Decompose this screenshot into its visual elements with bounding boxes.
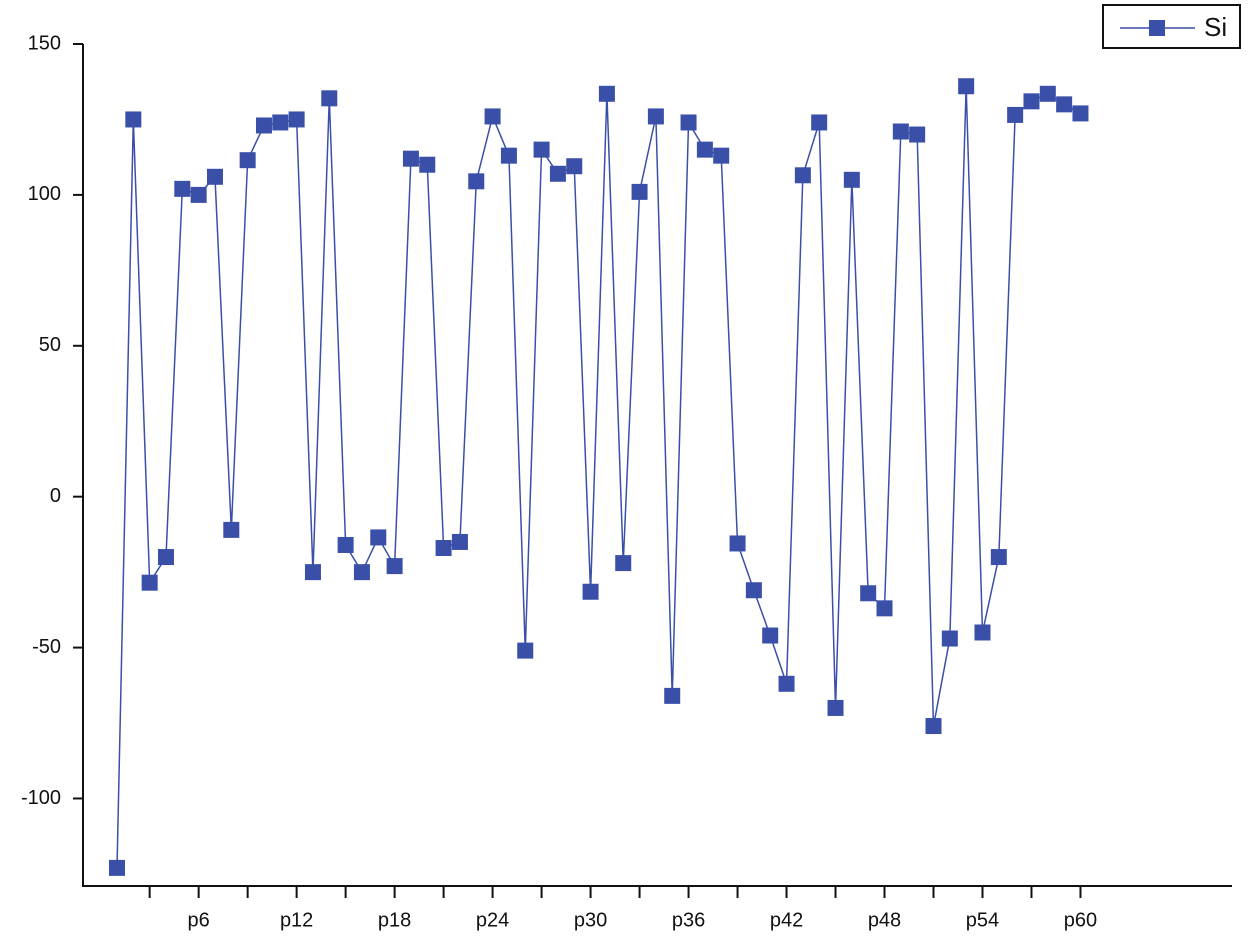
data-point	[321, 90, 338, 107]
data-point	[223, 521, 240, 538]
data-point	[190, 186, 207, 203]
data-point	[811, 114, 828, 131]
data-point	[353, 564, 370, 581]
data-point	[713, 147, 730, 164]
data-point	[876, 600, 893, 617]
data-point	[549, 165, 566, 182]
data-point	[468, 173, 485, 190]
data-point	[500, 147, 517, 164]
data-point	[141, 574, 158, 591]
data-point	[157, 549, 174, 566]
data-point	[125, 111, 142, 128]
data-point	[370, 529, 387, 546]
data-point	[174, 180, 191, 197]
data-point	[451, 533, 468, 550]
data-point	[206, 168, 223, 185]
data-point	[696, 141, 713, 158]
data-point	[990, 549, 1007, 566]
data-point	[745, 582, 762, 599]
x-tick-label: p24	[476, 909, 509, 931]
x-tick-label: p48	[868, 909, 901, 931]
data-point	[762, 627, 779, 644]
y-tick-label: 150	[28, 32, 61, 54]
x-tick-label: p6	[188, 909, 210, 931]
y-tick-label: -100	[21, 787, 61, 809]
data-point	[827, 699, 844, 716]
data-point	[843, 171, 860, 188]
data-point	[582, 583, 599, 600]
data-point	[615, 555, 632, 572]
data-point	[239, 152, 256, 169]
data-point	[255, 117, 272, 134]
x-tick-label: p18	[378, 909, 411, 931]
data-point	[288, 111, 305, 128]
series-line	[116, 86, 1081, 868]
data-point	[647, 108, 664, 125]
data-point	[386, 558, 403, 575]
legend-box	[1102, 4, 1241, 49]
data-point	[974, 624, 991, 641]
data-point	[958, 78, 975, 95]
data-point	[484, 108, 501, 125]
data-point	[860, 585, 877, 602]
data-point	[419, 156, 436, 173]
data-point	[402, 150, 419, 167]
y-tick-label: -50	[32, 636, 61, 658]
data-point	[925, 718, 942, 735]
legend-marker	[1149, 20, 1165, 36]
data-point	[631, 183, 648, 200]
data-point	[517, 642, 534, 659]
data-point	[598, 85, 615, 102]
legend-label: Si	[1204, 12, 1227, 42]
y-tick-label: 50	[39, 334, 61, 356]
data-point	[1056, 96, 1073, 113]
data-point	[941, 630, 958, 647]
data-point	[664, 687, 681, 704]
data-point	[304, 564, 321, 581]
x-tick-label: p36	[672, 909, 705, 931]
data-point	[1007, 106, 1024, 123]
x-tick-label: p12	[280, 909, 313, 931]
x-tick-label: p30	[574, 909, 607, 931]
data-point	[729, 535, 746, 552]
data-point	[435, 539, 452, 556]
data-point	[794, 167, 811, 184]
data-point	[109, 859, 125, 876]
data-point	[1023, 93, 1040, 110]
data-point	[272, 114, 289, 131]
data-point	[1039, 85, 1056, 102]
data-point	[566, 158, 583, 175]
data-point	[680, 114, 697, 131]
x-tick-label: p60	[1064, 909, 1097, 931]
data-point	[533, 141, 550, 158]
y-tick-label: 100	[28, 183, 61, 205]
x-tick-label: p42	[770, 909, 803, 931]
data-point	[778, 675, 795, 692]
data-point	[1072, 105, 1089, 122]
y-tick-label: 0	[50, 485, 61, 507]
data-point	[892, 123, 909, 140]
data-point	[337, 536, 354, 553]
x-tick-label: p54	[966, 909, 999, 931]
data-point	[909, 126, 926, 143]
